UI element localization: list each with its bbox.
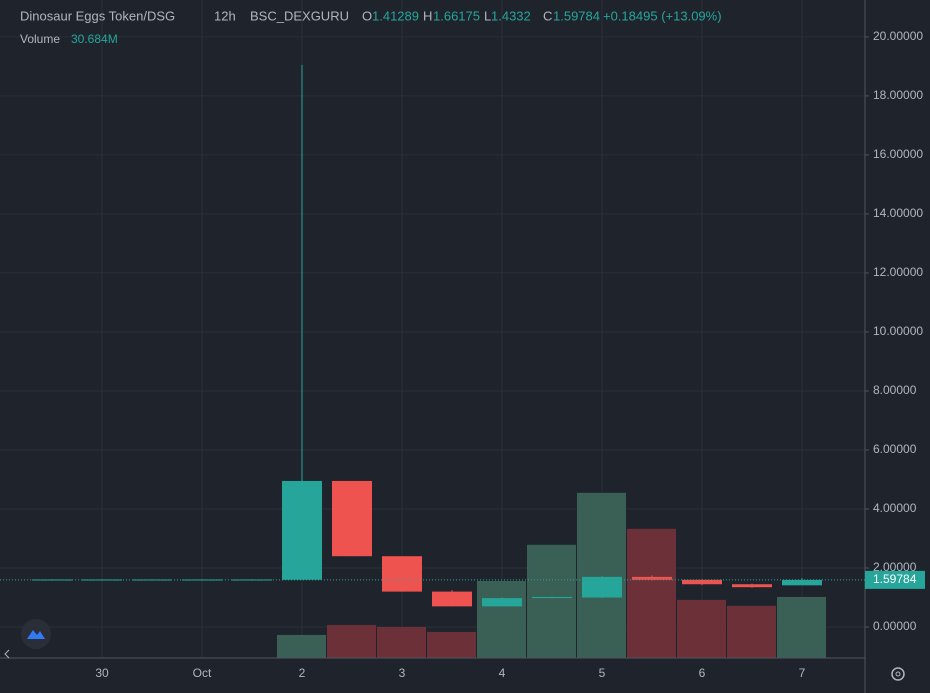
source: BSC_DEXGURU (250, 8, 349, 23)
logo[interactable] (21, 619, 51, 649)
candle-body (682, 579, 722, 585)
x-tick-label: 5 (599, 666, 606, 680)
volume-layer (27, 492, 826, 658)
y-tick-label: 6.00000 (873, 442, 917, 456)
x-tick-label: 4 (499, 666, 506, 680)
volume-bar (577, 492, 626, 658)
candle-layer (32, 64, 822, 607)
ohlc-letter: C (543, 8, 552, 23)
candle-body (332, 480, 372, 557)
y-tick-label: 4.00000 (873, 501, 917, 515)
y-tick-label: 14.00000 (873, 206, 923, 220)
y-tick-label: 18.00000 (873, 88, 923, 102)
ohlc-legend: O 1.41289 H 1.66175 L 1.4332 C 1.59784 (362, 8, 600, 23)
candle-body (782, 579, 822, 586)
ohlc-value: 1.66175 (433, 8, 480, 23)
y-tick-label: 20.00000 (873, 29, 923, 43)
settings[interactable] (891, 667, 905, 681)
volume-bar (377, 626, 426, 658)
volume-bar (327, 624, 376, 658)
symbol-title: Dinosaur Eggs Token/DSG (20, 8, 175, 23)
y-tick-label: 2.00000 (873, 560, 917, 574)
volume-bar (677, 599, 726, 658)
candle-body (482, 598, 522, 607)
x-tick-label: 6 (699, 666, 706, 680)
last-price-label: 1.59784 (873, 572, 917, 586)
volume-bar (477, 580, 526, 658)
candle-body (732, 584, 772, 588)
x-tick-label: 7 (799, 666, 806, 680)
ohlc-value: 1.41289 (372, 8, 419, 23)
x-tick-label: 30 (95, 666, 109, 680)
ohlc-value: 1.59784 (553, 8, 600, 23)
ohlc-letter: L (484, 8, 491, 23)
candle-body (582, 576, 622, 598)
logo-icon[interactable] (27, 630, 45, 639)
change: +0.18495 (+13.09%) (603, 8, 722, 23)
last-price-box (865, 570, 925, 589)
volume-title: Volume (20, 32, 60, 46)
ohlc-value: 1.4332 (491, 8, 531, 23)
volume-bar (427, 631, 476, 658)
y-tick-label: 10.00000 (873, 324, 923, 338)
y-tick-label: 16.00000 (873, 147, 923, 161)
volume-value: 30.684M (71, 32, 118, 46)
scroll-left[interactable] (4, 649, 10, 659)
y-tick-label: 8.00000 (873, 383, 917, 397)
volume-bar (727, 605, 776, 658)
volume-bar (627, 528, 676, 658)
candle-body (432, 591, 472, 607)
x-tick-label: 3 (399, 666, 406, 680)
y-tick-label: 0.00000 (873, 619, 917, 633)
candle-body (382, 556, 422, 592)
candle-body (282, 480, 322, 580)
volume-bar (277, 634, 326, 658)
interval: 12h (214, 8, 236, 23)
candle-body (132, 579, 172, 581)
volume-bar (777, 596, 826, 658)
candle-body (632, 576, 672, 580)
x-tick-label: 2 (299, 666, 306, 680)
ohlc-letter: O (362, 8, 372, 23)
settings-icon-center[interactable] (895, 671, 901, 677)
ohlc-letter: H (423, 8, 432, 23)
y-tick-label: 12.00000 (873, 265, 923, 279)
volume-bar (527, 544, 576, 658)
x-tick-label: Oct (193, 666, 212, 680)
candle-body (532, 596, 572, 599)
settings-icon[interactable] (891, 667, 905, 681)
